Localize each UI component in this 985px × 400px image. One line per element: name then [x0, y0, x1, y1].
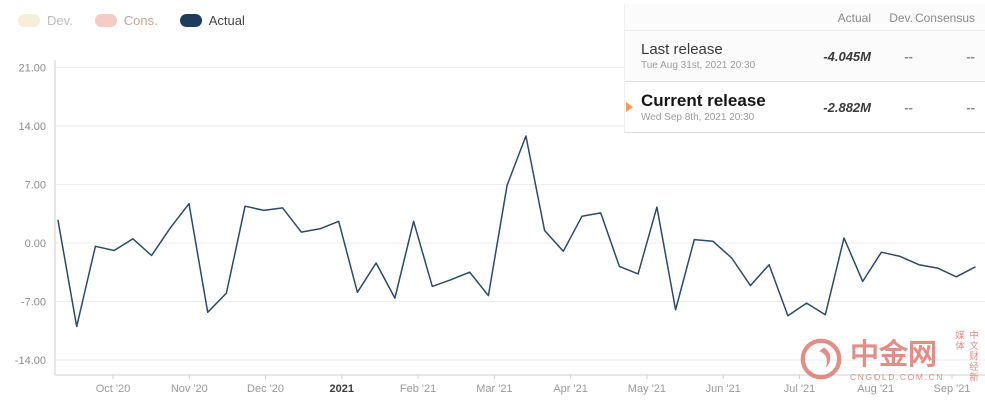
legend-item-cons[interactable]: Cons. — [94, 13, 158, 28]
y-axis-label: 7.00 — [25, 180, 46, 192]
cons-swatch-icon — [94, 14, 117, 27]
last-release-row: Last release Tue Aug 31st, 2021 20:30 -4… — [625, 30, 985, 81]
column-header-actual: Actual — [837, 11, 871, 25]
x-axis-label: Feb '21 — [400, 383, 436, 395]
x-axis-label: May '21 — [628, 383, 666, 395]
watermark-brand: 中金网 — [850, 337, 938, 371]
dev-swatch-icon — [18, 14, 40, 27]
last-release-consensus: -- — [966, 48, 975, 64]
panel-header: Actual Dev. Consensus — [625, 4, 985, 30]
y-axis-label: -14.00 — [15, 355, 46, 367]
x-axis-label: Apr '21 — [553, 383, 588, 395]
actual-swatch-icon — [179, 14, 202, 27]
column-header-dev: Dev. — [889, 11, 913, 25]
x-axis-label: Sep '21 — [934, 383, 971, 395]
current-release-dev: -- — [904, 99, 913, 115]
y-axis-label: 14.00 — [18, 121, 46, 133]
x-axis-label: Jun '21 — [706, 383, 741, 395]
watermark-tagline: 中文财经新媒体 — [953, 330, 978, 383]
current-release-row: Current release Wed Sep 8th, 2021 20:30 … — [625, 81, 985, 132]
watermark-domain: CNGOLD.COM.CN — [850, 372, 944, 382]
y-axis-label: 21.00 — [18, 63, 46, 75]
column-header-consensus: Consensus — [914, 11, 975, 25]
legend-item-actual[interactable]: Actual — [179, 13, 245, 28]
last-release-title: Last release — [641, 40, 723, 58]
x-axis-label: Jul '21 — [784, 383, 815, 395]
y-axis-label: -7.00 — [21, 297, 46, 309]
legend-item-dev[interactable]: Dev. — [18, 13, 73, 28]
x-axis-labels: Oct '20 Nov '20 Dec '20 2021 Feb '21 Mar '21 A… — [96, 375, 971, 395]
release-panel: Actual Dev. Consensus Last release Tue A… — [624, 4, 985, 133]
current-release-arrow-icon — [626, 102, 633, 112]
x-axis-label: 2021 — [330, 383, 354, 395]
current-release-date: Wed Sep 8th, 2021 20:30 — [641, 112, 755, 124]
cngold-watermark: 中金网 CNGOLD.COM.CN 中文财经新媒体 — [798, 330, 979, 392]
legend-label-dev: Dev. — [47, 13, 73, 28]
current-release-title: Current release — [641, 90, 766, 110]
x-axis-label: Dec '20 — [247, 383, 284, 395]
chart-legend: Dev. Cons. Actual — [18, 13, 245, 28]
cngold-logo-icon — [798, 336, 844, 387]
current-release-actual: -2.882M — [823, 99, 871, 115]
current-release-consensus: -- — [966, 99, 975, 115]
y-axis-labels: 21.00 14.00 7.00 0.00 -7.00 -14.00 — [15, 63, 46, 368]
x-axis-label: Oct '20 — [96, 383, 131, 395]
x-axis-label: Mar '21 — [476, 383, 512, 395]
last-release-dev: -- — [904, 48, 913, 64]
legend-label-cons: Cons. — [123, 13, 158, 28]
y-axis-label: 0.00 — [25, 238, 46, 250]
legend-label-actual: Actual — [208, 13, 245, 28]
last-release-actual: -4.045M — [823, 48, 871, 64]
last-release-date: Tue Aug 31st, 2021 20:30 — [641, 60, 756, 72]
x-axis-label: Nov '20 — [171, 383, 208, 395]
actual-line-series — [57, 135, 976, 328]
x-axis-label: Aug '21 — [857, 383, 894, 395]
